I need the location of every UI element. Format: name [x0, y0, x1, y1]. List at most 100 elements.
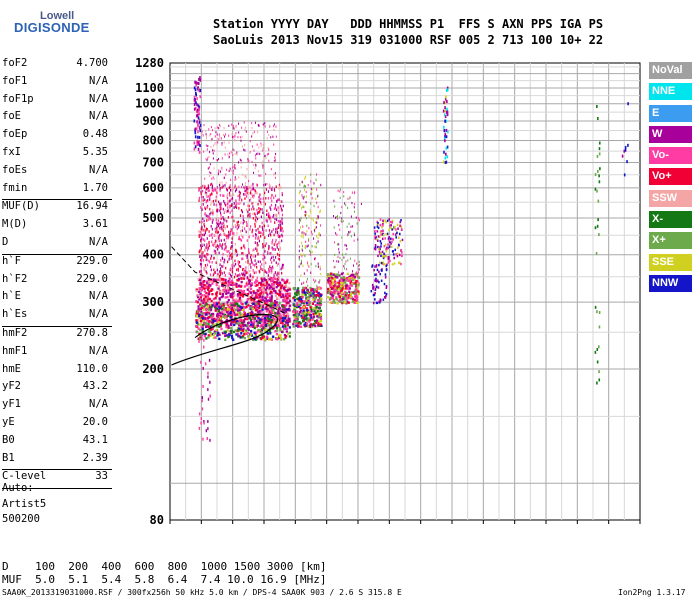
echo-point: [278, 334, 281, 337]
echo-point: [206, 311, 209, 314]
echo-point: [310, 173, 312, 176]
echo-point: [260, 320, 263, 323]
echo-point: [306, 269, 308, 272]
echo-point: [300, 235, 302, 238]
echo-point: [307, 261, 309, 264]
echo-point: [224, 289, 228, 292]
echo-point: [235, 199, 237, 202]
echo-point: [298, 229, 300, 232]
echo-point: [280, 204, 282, 208]
echo-point: [312, 309, 315, 312]
echo-point: [260, 337, 263, 341]
echo-point: [396, 223, 399, 227]
echo-point: [382, 221, 385, 225]
echo-point: [598, 174, 600, 178]
echo-point: [225, 310, 228, 313]
echo-point: [401, 254, 403, 257]
echo-point: [283, 298, 286, 301]
echo-point: [219, 189, 221, 192]
echo-point: [306, 319, 309, 322]
echo-point: [442, 125, 445, 129]
echo-point: [201, 132, 203, 136]
echo-point: [200, 334, 204, 337]
echo-point: [300, 203, 302, 206]
echo-point: [444, 101, 446, 105]
echo-point: [206, 217, 208, 220]
echo-point: [223, 133, 225, 136]
echo-point: [266, 331, 269, 335]
echo-point: [223, 224, 225, 227]
echo-point: [305, 290, 309, 293]
echo-point: [304, 310, 308, 313]
echo-point: [243, 227, 246, 230]
echo-point: [234, 302, 237, 306]
echo-point: [217, 305, 221, 308]
echo-point: [200, 192, 202, 196]
echo-point: [301, 293, 304, 296]
echo-point: [300, 295, 303, 299]
echo-point: [333, 277, 336, 280]
echo-point: [268, 310, 271, 313]
echo-point: [312, 298, 315, 301]
echo-point: [195, 101, 197, 105]
echo-point: [232, 338, 235, 342]
echo-point: [195, 319, 198, 322]
echo-point: [319, 319, 323, 323]
echo-point: [343, 297, 347, 300]
echo-point: [211, 292, 214, 296]
echo-point: [204, 212, 206, 216]
echo-point: [205, 133, 207, 136]
echo-point: [380, 261, 383, 265]
echo-point: [337, 217, 339, 220]
echo-point: [251, 311, 254, 314]
echo-point: [200, 285, 203, 288]
echo-point: [339, 287, 342, 290]
echo-point: [313, 182, 315, 185]
echo-point: [284, 336, 287, 340]
echo-point: [242, 328, 245, 331]
echo-point: [598, 152, 601, 156]
echo-point: [400, 228, 403, 231]
echo-point: [258, 293, 261, 297]
echo-point: [598, 311, 601, 315]
echo-point: [216, 143, 218, 146]
echo-point: [222, 310, 226, 314]
echo-point: [270, 296, 273, 300]
echo-point: [304, 293, 307, 297]
echo-point: [255, 262, 257, 266]
echo-point: [262, 147, 264, 150]
echo-point: [226, 202, 229, 206]
echo-point: [278, 289, 281, 292]
echo-point: [208, 358, 211, 362]
echo-point: [310, 202, 312, 205]
echo-point: [276, 243, 278, 247]
echo-point: [242, 267, 244, 271]
echo-point: [278, 258, 281, 261]
echo-point: [228, 169, 230, 173]
echo-point: [443, 129, 446, 133]
echo-point: [244, 197, 246, 200]
echo-point: [326, 273, 329, 276]
echo-point: [239, 214, 242, 217]
echo-point: [204, 231, 206, 235]
echo-point: [236, 274, 238, 278]
echo-point: [236, 202, 238, 205]
echo-point: [238, 176, 240, 179]
echo-point: [303, 184, 305, 188]
echo-point: [232, 307, 235, 311]
echo-point: [295, 303, 298, 307]
echo-point: [252, 205, 254, 208]
echo-point: [202, 366, 204, 370]
echo-point: [246, 224, 248, 227]
echo-point: [381, 237, 384, 240]
param-row-fmin: fmin 1.70: [2, 182, 112, 201]
echo-point: [225, 240, 227, 244]
echo-point: [305, 210, 307, 214]
echo-point: [198, 313, 201, 316]
echo-point: [255, 233, 257, 237]
echo-point: [279, 234, 281, 238]
echo-point: [347, 285, 350, 288]
echo-point: [335, 232, 337, 235]
echo-point: [204, 207, 207, 211]
echo-point: [271, 287, 274, 291]
